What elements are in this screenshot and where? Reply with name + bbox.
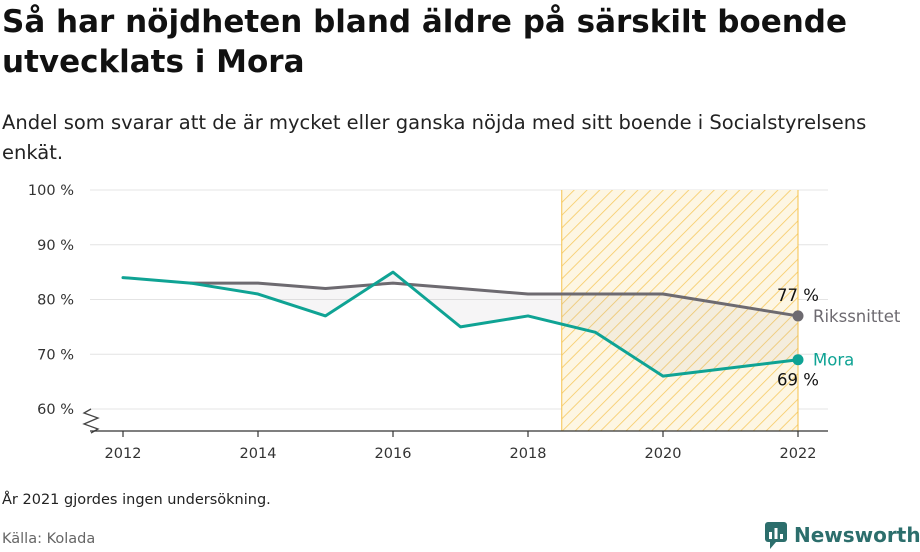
- y-tick-label: 70 %: [37, 347, 74, 363]
- chart-title: Så har nöjdheten bland äldre på särskilt…: [2, 4, 848, 80]
- gap-area: [190, 272, 798, 377]
- series-line-rikssnittet: [189, 281, 800, 318]
- source-credit: Källa: Kolada: [2, 531, 96, 547]
- series-name-mora: Mora: [813, 351, 854, 370]
- y-axis: 60 % 70 % 80 % 90 % 100 %: [28, 183, 74, 418]
- axis-break-icon: [82, 408, 100, 434]
- value-label-rikssnittet: 77 %: [777, 286, 819, 305]
- line-chart: 60 %70 %80 %90 %100 % 2012 2014 2016 2018 20…: [28, 183, 901, 462]
- newsworthy-logo[interactable]: Newsworthy: [764, 518, 920, 552]
- y-tick-label: 80 %: [37, 293, 74, 309]
- y-tick-label: 60 %: [37, 402, 74, 418]
- x-tick-label: 2016: [375, 446, 412, 462]
- footnote: År 2021 gjordes ingen undersökning.: [2, 492, 271, 508]
- value-label-mora: 69 %: [777, 371, 819, 390]
- x-tick-label: 2018: [510, 446, 547, 462]
- chart-subtitle: Andel som svarar att de är mycket eller …: [2, 111, 867, 164]
- x-axis: 2012 2014 2016 2018 2020 2022: [105, 431, 817, 462]
- x-tick-label: 2014: [240, 446, 277, 462]
- x-tick-label: 2020: [645, 446, 682, 462]
- series-endpoint-rikssnittet: [792, 310, 804, 322]
- y-tick-label: 90 %: [37, 238, 74, 254]
- series-lines: [121, 270, 804, 378]
- series-name-rikssnittet: Rikssnittet: [813, 307, 901, 326]
- y-tick-label: 100 %: [28, 183, 74, 199]
- x-tick-label: 2022: [780, 446, 817, 462]
- series-line-mora: [121, 270, 800, 378]
- chat-chart-icon: [765, 522, 787, 549]
- x-tick-label: 2012: [105, 446, 142, 462]
- series-endpoint-mora: [792, 354, 804, 366]
- brand-name: Newsworthy: [794, 523, 920, 547]
